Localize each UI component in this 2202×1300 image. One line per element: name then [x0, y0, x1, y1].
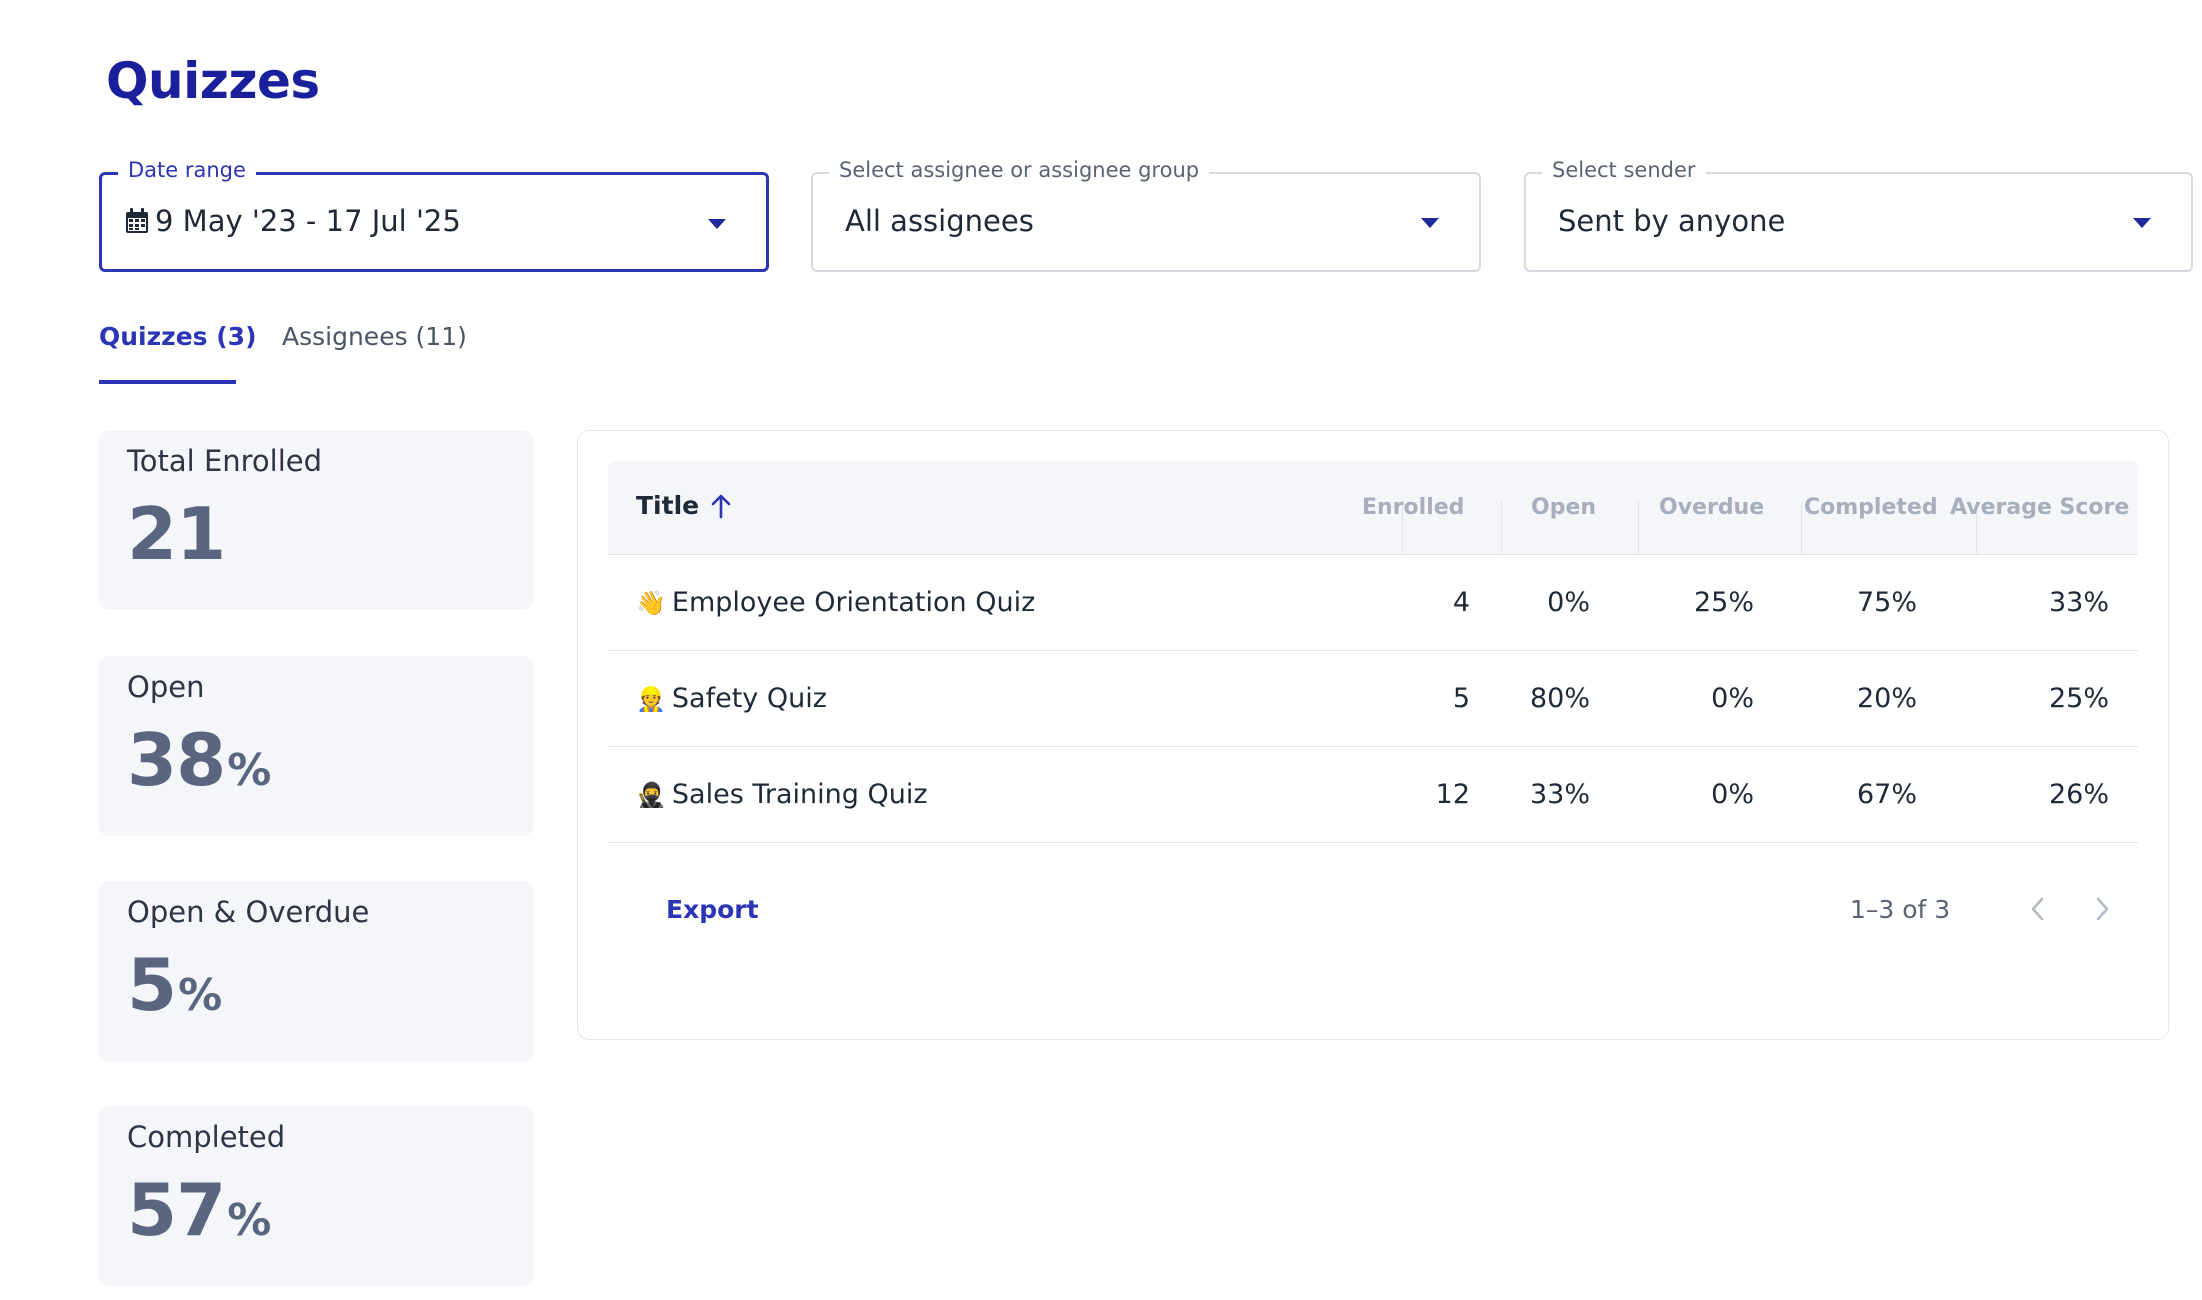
row-enrolled: 5 — [1452, 683, 1470, 714]
chevron-down-icon — [708, 219, 726, 229]
stat-unit: % — [227, 1195, 271, 1246]
construction-worker-icon: 👷 — [636, 684, 666, 713]
row-title: Employee Orientation Quiz — [671, 587, 1036, 618]
row-open: 80% — [1529, 683, 1590, 714]
tab-quizzes[interactable]: Quizzes (3) — [99, 322, 257, 351]
next-page-button[interactable] — [2084, 891, 2120, 927]
column-separator — [1976, 501, 1977, 555]
date-range-value-wrap: 9 May '23 - 17 Jul '25 — [125, 204, 461, 238]
sender-label: Select sender — [1542, 158, 1706, 182]
previous-page-button[interactable] — [2020, 891, 2056, 927]
sender-value: Sent by anyone — [1558, 204, 1786, 238]
row-completed: 75% — [1856, 587, 1917, 618]
chevron-down-icon — [2133, 218, 2151, 228]
column-header-enrolled[interactable]: Enrolled — [1362, 495, 1465, 520]
row-completed: 20% — [1856, 683, 1917, 714]
chevron-left-icon — [2031, 897, 2044, 921]
column-header-title-label: Title — [636, 491, 700, 520]
chevron-right-icon — [2096, 897, 2109, 921]
column-header-title[interactable]: Title — [636, 491, 733, 520]
stat-card-open-overdue: Open & Overdue 5% — [99, 881, 533, 1061]
row-average-score: 26% — [2048, 779, 2109, 810]
stat-label: Total Enrolled — [127, 444, 323, 478]
column-separator — [1801, 501, 1802, 555]
assignee-label: Select assignee or assignee group — [829, 158, 1210, 182]
row-overdue: 25% — [1693, 587, 1754, 618]
sort-ascending-icon[interactable] — [709, 493, 733, 519]
row-open: 0% — [1547, 587, 1590, 618]
ninja-icon: 🥷 — [636, 780, 666, 809]
stat-label: Open & Overdue — [127, 895, 370, 929]
stat-value: 57% — [127, 1168, 271, 1252]
row-title: Safety Quiz — [671, 683, 827, 714]
row-overdue: 0% — [1711, 779, 1754, 810]
stat-card-completed: Completed 57% — [99, 1106, 533, 1286]
row-average-score: 33% — [2048, 587, 2109, 618]
row-title-cell: 👋 Employee Orientation Quiz — [636, 587, 1035, 618]
sender-select[interactable]: Select sender Sent by anyone — [1524, 158, 2193, 272]
stat-unit: % — [178, 970, 222, 1021]
column-header-average-score[interactable]: Average Score — [1950, 495, 2130, 520]
table-row[interactable]: 👋 Employee Orientation Quiz 4 0% 25% 75%… — [608, 555, 2138, 651]
export-button[interactable]: Export — [666, 895, 759, 924]
row-title-cell: 👷 Safety Quiz — [636, 683, 827, 714]
pagination-range: 1–3 of 3 — [1850, 895, 1951, 924]
row-completed: 67% — [1856, 779, 1917, 810]
chevron-down-icon — [1421, 218, 1439, 228]
stat-value: 5% — [127, 943, 222, 1027]
stat-value: 38% — [127, 718, 271, 802]
stat-number: 57 — [127, 1168, 226, 1252]
stat-card-open: Open 38% — [99, 656, 533, 836]
row-enrolled: 4 — [1452, 587, 1470, 618]
assignee-value: All assignees — [845, 204, 1034, 238]
page-title: Quizzes — [106, 52, 320, 110]
row-title: Sales Training Quiz — [671, 779, 928, 810]
table-row[interactable]: 👷 Safety Quiz 5 80% 0% 20% 25% — [608, 651, 2138, 747]
table-header: Title Enrolled Open Overdue Completed Av… — [608, 461, 2138, 555]
waving-hand-icon: 👋 — [636, 588, 666, 617]
stat-number: 38 — [127, 718, 226, 802]
row-open: 33% — [1529, 779, 1590, 810]
stat-number: 21 — [127, 492, 226, 576]
row-title-cell: 🥷 Sales Training Quiz — [636, 779, 928, 810]
tab-assignees[interactable]: Assignees (11) — [282, 322, 467, 351]
stat-value: 21 — [127, 492, 227, 576]
row-enrolled: 12 — [1435, 779, 1470, 810]
active-tab-indicator — [99, 380, 236, 384]
column-separator — [1402, 501, 1403, 555]
row-overdue: 0% — [1711, 683, 1754, 714]
table-footer: Export 1–3 of 3 — [608, 871, 2138, 951]
table-row[interactable]: 🥷 Sales Training Quiz 12 33% 0% 67% 26% — [608, 747, 2138, 843]
assignee-select[interactable]: Select assignee or assignee group All as… — [811, 158, 1481, 272]
column-separator — [1638, 501, 1639, 555]
date-range-value: 9 May '23 - 17 Jul '25 — [155, 204, 461, 238]
row-average-score: 25% — [2048, 683, 2109, 714]
stat-label: Completed — [127, 1120, 286, 1154]
stat-card-total-enrolled: Total Enrolled 21 — [99, 430, 533, 610]
column-header-overdue[interactable]: Overdue — [1659, 495, 1765, 520]
stat-number: 5 — [127, 943, 177, 1027]
column-separator — [1501, 501, 1502, 555]
date-range-select[interactable]: Date range 9 May '23 - 17 Jul '25 — [99, 158, 769, 272]
stat-label: Open — [127, 670, 205, 704]
date-range-label: Date range — [118, 158, 256, 182]
column-header-completed[interactable]: Completed — [1804, 495, 1938, 520]
stat-unit: % — [227, 745, 271, 796]
column-header-open[interactable]: Open — [1531, 495, 1597, 520]
quizzes-table-card: Title Enrolled Open Overdue Completed Av… — [577, 430, 2169, 1040]
calendar-icon — [126, 208, 148, 233]
